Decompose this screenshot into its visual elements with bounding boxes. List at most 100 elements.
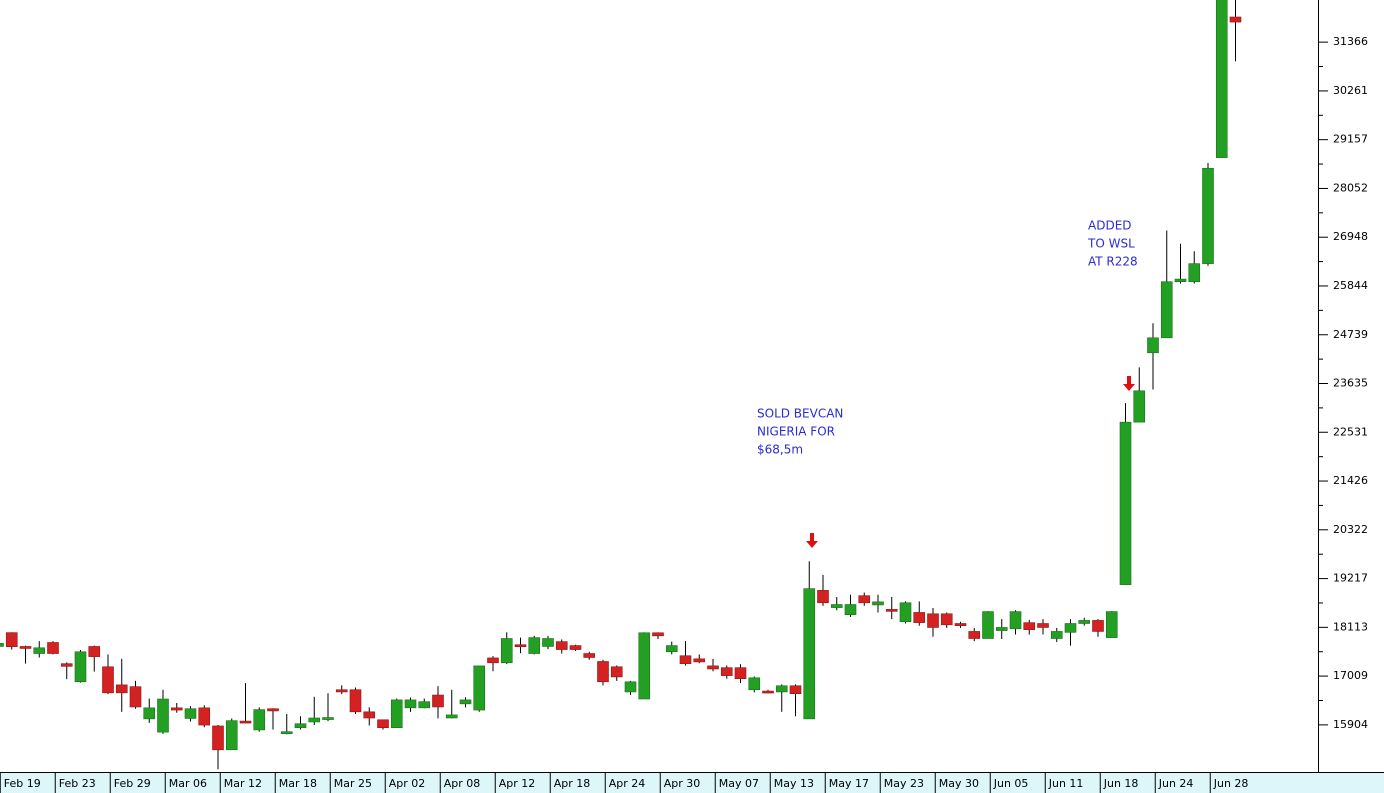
x-tick-label: Feb 23 — [59, 777, 96, 790]
x-tick-label: Mar 25 — [334, 777, 372, 790]
candle-body-down — [762, 690, 774, 694]
candle-body-up — [1188, 263, 1201, 283]
candle-body-down — [239, 720, 252, 724]
candle-body-up — [528, 637, 541, 654]
annotation-line: $68,5m — [757, 443, 803, 457]
candle-body-down — [597, 661, 609, 683]
candle-body-up — [1215, 0, 1228, 158]
y-tick-label: 23635 — [1333, 377, 1368, 390]
candle-body-up — [322, 717, 334, 720]
candle-body-up — [1147, 337, 1159, 354]
x-tick-label: Feb 29 — [114, 777, 151, 790]
candle-body-up — [143, 707, 156, 720]
candle-body-down — [734, 667, 747, 679]
candle-body-down — [60, 663, 73, 667]
candle-body-down — [349, 689, 362, 713]
candle-body-down — [1023, 622, 1036, 630]
x-tick-label: May 07 — [719, 777, 759, 790]
candle-body-up — [748, 677, 761, 691]
candle-body-up — [418, 701, 431, 709]
candle-body-down — [487, 657, 499, 664]
candle-body-down — [1229, 16, 1242, 23]
candle-body-up — [1119, 421, 1132, 585]
x-tick-label: Mar 06 — [169, 777, 207, 790]
x-tick-label: Mar 12 — [224, 777, 262, 790]
y-tick-label: 28052 — [1333, 181, 1368, 194]
candle-body-down — [170, 707, 183, 711]
candle-body-up — [1078, 620, 1091, 624]
candle-body-down — [679, 655, 692, 664]
candle-body-down — [913, 612, 926, 623]
arrow-marker — [1123, 376, 1135, 391]
annotation-line: SOLD BEVCAN — [757, 407, 843, 421]
x-tick-label: Jun 11 — [1048, 777, 1084, 790]
candle-body-up — [830, 604, 843, 608]
y-tick-label: 31366 — [1333, 35, 1368, 48]
y-tick-label: 22531 — [1333, 425, 1368, 438]
candle-body-up — [1064, 623, 1077, 633]
candle-body-down — [968, 631, 981, 639]
y-tick-label: 25844 — [1333, 279, 1368, 292]
x-tick-label: May 30 — [939, 777, 979, 790]
candle-body-up — [803, 588, 816, 720]
candle-body-down — [115, 684, 128, 694]
candle-body-up — [390, 699, 403, 729]
x-tick-label: Feb 19 — [4, 777, 41, 790]
candle-body-down — [940, 613, 953, 626]
candle-body-up — [1160, 281, 1173, 339]
candle-body-down — [954, 623, 967, 627]
candle-body-up — [184, 708, 197, 719]
candle-body-down — [432, 694, 444, 708]
candle-body-up — [1009, 611, 1022, 630]
x-tick-label: Apr 18 — [554, 777, 591, 790]
candle-body-down — [858, 595, 871, 604]
candles — [0, 0, 1242, 770]
candle-body-up — [473, 665, 486, 711]
x-tick-label: Jun 28 — [1213, 777, 1249, 790]
x-tick-label: Mar 18 — [279, 777, 317, 790]
candle-body-down — [363, 711, 376, 719]
x-tick-label: Apr 24 — [609, 777, 646, 790]
x-tick-label: Jun 18 — [1103, 777, 1139, 790]
candle-body-up — [1050, 631, 1063, 639]
candle-body-down — [267, 708, 279, 712]
y-tick-label: 17009 — [1333, 669, 1368, 682]
candle-body-down — [720, 667, 733, 676]
candle-body-up — [1202, 167, 1214, 264]
y-tick-label: 18113 — [1333, 620, 1368, 633]
candle-body-up — [253, 709, 266, 731]
y-tick-label: 30261 — [1333, 84, 1368, 97]
candle-body-up — [308, 717, 321, 723]
candle-body-down — [212, 725, 224, 751]
candle-body-down — [610, 666, 623, 678]
candle-body-down — [789, 685, 802, 695]
candle-body-up — [1133, 390, 1146, 423]
candle-body-down — [1092, 620, 1104, 632]
x-tick-label: May 23 — [884, 777, 924, 790]
y-tick-label: 24739 — [1333, 328, 1368, 341]
candle-body-up — [33, 647, 46, 654]
candle-body-down — [1037, 623, 1049, 628]
candle-body-down — [707, 665, 719, 670]
x-tick-label: Apr 12 — [499, 777, 536, 790]
y-tick-label: 20322 — [1333, 523, 1368, 536]
y-tick-label: 21426 — [1333, 474, 1368, 487]
candle-body-down — [19, 646, 32, 649]
candle-body-down — [47, 642, 59, 654]
annotation-line: AT R228 — [1088, 255, 1138, 269]
candle-body-down — [102, 666, 114, 694]
candle-body-up — [899, 602, 912, 623]
candle-body-up — [280, 731, 293, 734]
arrow-marker — [806, 533, 818, 548]
candle-body-up — [995, 627, 1008, 631]
candle-body-up — [157, 698, 169, 733]
y-tick-label: 15904 — [1333, 718, 1368, 731]
candle-body-up — [74, 651, 87, 683]
candle-body-up — [624, 681, 637, 693]
candle-body-up — [844, 604, 857, 615]
candle-body-up — [775, 685, 788, 693]
y-tick-label: 19217 — [1333, 572, 1368, 585]
candle-body-down — [583, 653, 596, 658]
candle-body-up — [500, 638, 513, 664]
